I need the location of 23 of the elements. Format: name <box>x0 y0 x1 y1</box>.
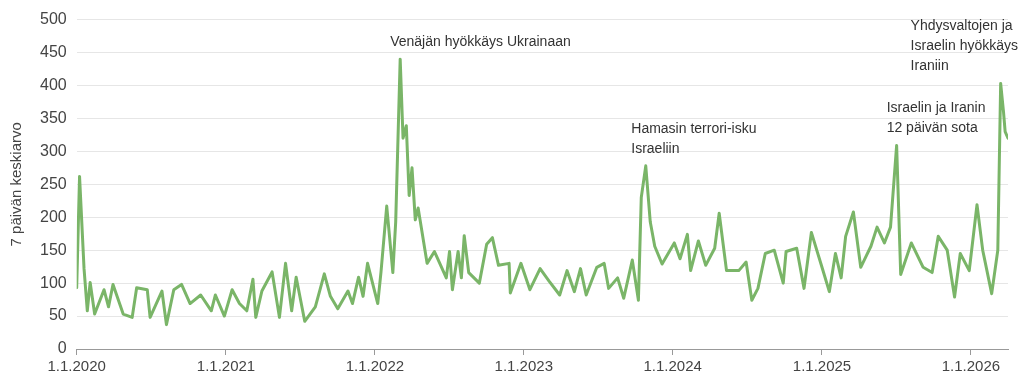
x-tick-label: 1.1.2023 <box>494 357 553 375</box>
y-tick-label: 500 <box>39 10 67 28</box>
annotation: Venäjän hyökkäys Ukrainaan <box>390 32 571 49</box>
x-tick-label: 1.1.2021 <box>196 357 256 375</box>
x-tick-label: 1.1.2025 <box>792 357 852 375</box>
y-tick-label: 0 <box>57 339 67 357</box>
y-axis-title: 7 päivän keskiarvo <box>7 122 25 247</box>
x-tick-label: 1.1.2026 <box>941 357 1001 375</box>
y-tick-label: 250 <box>39 174 67 192</box>
x-tick-label: 1.1.2022 <box>345 357 405 375</box>
annotation: Israelin ja Iranin 12 päivän sota <box>886 99 986 136</box>
x-tick-label: 1.1.2020 <box>47 357 106 375</box>
y-tick-label: 400 <box>39 75 67 93</box>
x-tick-label: 1.1.2024 <box>643 357 702 375</box>
y-tick-label: 50 <box>48 306 67 324</box>
y-tick-label: 150 <box>39 240 67 258</box>
y-tick-label: 300 <box>39 141 67 159</box>
y-tick-label: 350 <box>39 108 67 126</box>
annotation: Hamasin terrori-isku Israeliin <box>631 119 757 156</box>
y-tick-label: 450 <box>39 42 67 60</box>
annotation: Yhdysvaltojen ja Israelin hyökkäys Iraniin <box>910 17 1019 74</box>
y-tick-label: 100 <box>39 273 67 291</box>
y-tick-label: 200 <box>39 207 67 225</box>
